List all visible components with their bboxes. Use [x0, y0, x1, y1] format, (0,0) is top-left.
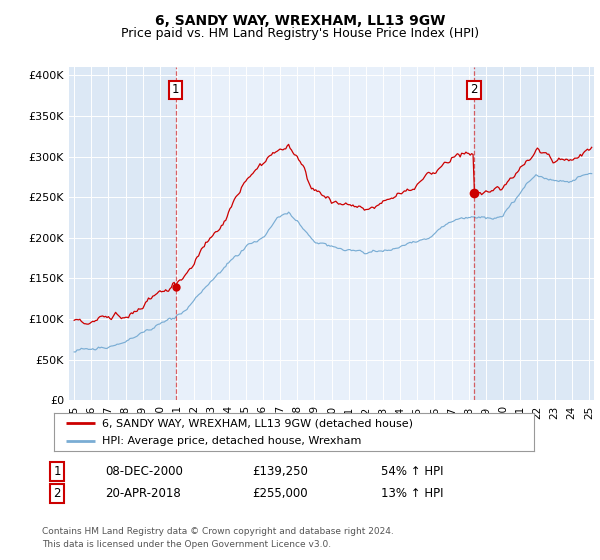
Text: 6, SANDY WAY, WREXHAM, LL13 9GW (detached house): 6, SANDY WAY, WREXHAM, LL13 9GW (detache… — [102, 418, 413, 428]
Text: 54% ↑ HPI: 54% ↑ HPI — [381, 465, 443, 478]
Text: This data is licensed under the Open Government Licence v3.0.: This data is licensed under the Open Gov… — [42, 540, 331, 549]
Text: Price paid vs. HM Land Registry's House Price Index (HPI): Price paid vs. HM Land Registry's House … — [121, 27, 479, 40]
Bar — [176, 67, 474, 400]
Text: 20-APR-2018: 20-APR-2018 — [105, 487, 181, 501]
Text: £255,000: £255,000 — [252, 487, 308, 501]
Text: Contains HM Land Registry data © Crown copyright and database right 2024.: Contains HM Land Registry data © Crown c… — [42, 528, 394, 536]
Text: 1: 1 — [53, 465, 61, 478]
Text: 13% ↑ HPI: 13% ↑ HPI — [381, 487, 443, 501]
Text: 08-DEC-2000: 08-DEC-2000 — [105, 465, 183, 478]
Text: £139,250: £139,250 — [252, 465, 308, 478]
Text: 2: 2 — [53, 487, 61, 501]
Text: HPI: Average price, detached house, Wrexham: HPI: Average price, detached house, Wrex… — [102, 436, 361, 446]
Text: 6, SANDY WAY, WREXHAM, LL13 9GW: 6, SANDY WAY, WREXHAM, LL13 9GW — [155, 14, 445, 28]
Text: 1: 1 — [172, 83, 179, 96]
Text: 2: 2 — [470, 83, 478, 96]
